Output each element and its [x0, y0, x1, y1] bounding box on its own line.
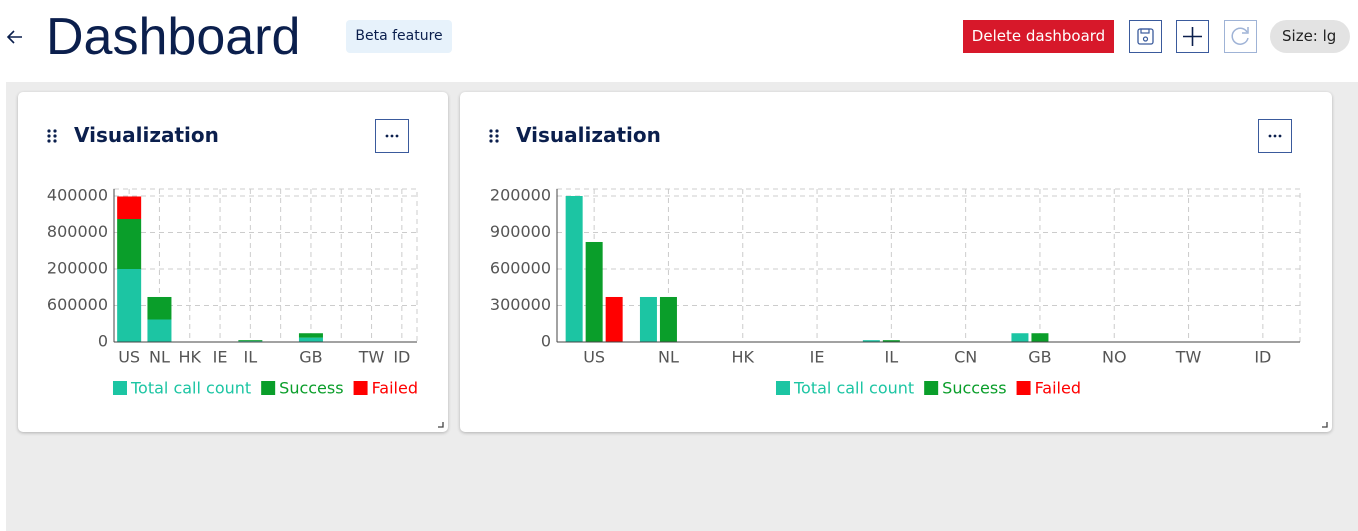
widget-title: Visualization [516, 123, 661, 147]
refresh-button[interactable] [1224, 20, 1257, 53]
resize-handle[interactable] [1322, 422, 1328, 428]
add-button[interactable] [1176, 20, 1209, 53]
widget-menu[interactable] [375, 119, 409, 153]
widget-card: Visualization [18, 92, 448, 432]
resize-handle[interactable] [438, 422, 444, 428]
drag-handle[interactable] [488, 128, 502, 144]
page-title: Dashboard [46, 8, 301, 66]
widget-title: Visualization [74, 123, 219, 147]
drag-handle[interactable] [46, 128, 60, 144]
save-button[interactable] [1129, 20, 1162, 53]
beta-badge: Beta feature [346, 20, 452, 53]
widget-card: Visualization [460, 92, 1332, 432]
back-arrow[interactable] [6, 28, 24, 46]
delete-button[interactable]: Delete dashboard [963, 20, 1114, 53]
widget-menu[interactable] [1258, 119, 1292, 153]
size-button[interactable]: Size: lg [1270, 20, 1350, 53]
